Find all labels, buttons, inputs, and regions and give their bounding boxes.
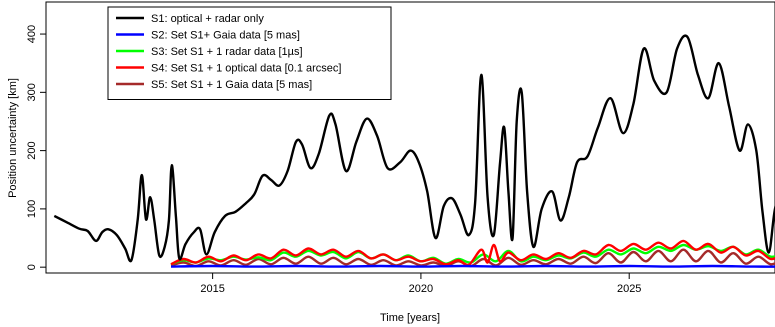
- axes: 0 100 200 300 400 2015 2020 2025: [26, 1, 775, 295]
- x-tick-label: 2020: [409, 283, 433, 295]
- plot-frame: [45, 1, 775, 274]
- series-layer: [53, 34, 775, 268]
- legend: S1: optical + radar only S2: Set S1+ Gaia…: [107, 6, 392, 100]
- series-line-s1: [53, 34, 775, 263]
- legend-label: S5: Set S1 + 1 Gaia data [5 mas]: [151, 79, 312, 91]
- y-tick-label: 300: [26, 83, 38, 101]
- y-tick-label: 200: [26, 141, 38, 159]
- legend-box: [107, 6, 392, 100]
- y-tick-label: 0: [26, 264, 38, 270]
- legend-label: S2: Set S1+ Gaia data [5 mas]: [151, 30, 300, 42]
- x-tick-label: 2015: [200, 283, 224, 295]
- y-tick-label: 400: [26, 25, 38, 43]
- series-line-s2: [170, 264, 775, 268]
- legend-label: S1: optical + radar only: [151, 13, 264, 25]
- y-axis-title: Position uncertainty [km]: [7, 78, 19, 198]
- x-tick-label: 2025: [617, 283, 641, 295]
- series-line-s5: [170, 248, 775, 268]
- series-line-s4: [170, 239, 775, 267]
- x-axis-title: Time [years]: [380, 312, 440, 324]
- legend-label: S3: Set S1 + 1 radar data [1µs]: [151, 46, 303, 58]
- legend-label: S4: Set S1 + 1 optical data [0.1 arcsec]: [151, 63, 341, 75]
- y-tick-label: 100: [26, 200, 38, 218]
